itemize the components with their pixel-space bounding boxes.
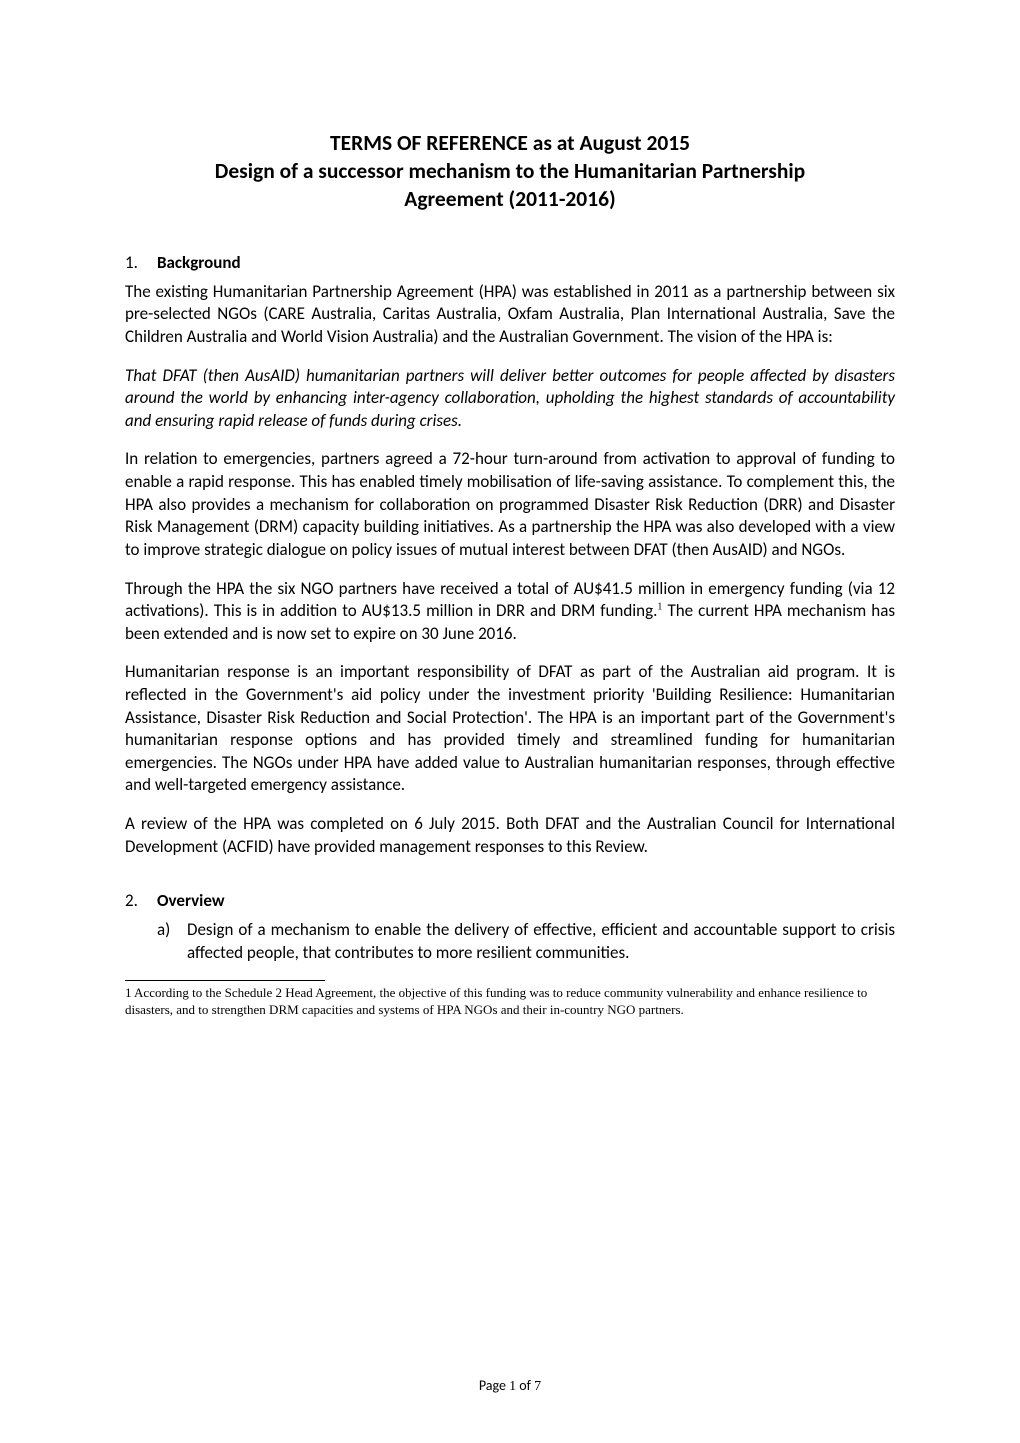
page-prefix: Page: [479, 1377, 509, 1394]
subitem-a: a) Design of a mechanism to enable the d…: [125, 919, 895, 964]
page-of: of: [516, 1377, 534, 1394]
section-1-heading: 1. Background: [125, 252, 895, 273]
section-2-heading: 2. Overview: [125, 890, 895, 911]
section-1-number: 1.: [125, 252, 157, 273]
section-2-title: Overview: [157, 890, 225, 911]
title-line-3: Agreement (2011-2016): [125, 186, 895, 214]
section-1-title: Background: [157, 252, 241, 273]
para-3: In relation to emergencies, partners agr…: [125, 448, 895, 561]
para-6: A review of the HPA was completed on 6 J…: [125, 813, 895, 858]
title-block: TERMS OF REFERENCE as at August 2015 Des…: [125, 130, 895, 214]
footnote-rule: [125, 980, 325, 981]
page-number: Page 1 of 7: [0, 1377, 1020, 1395]
para-1: The existing Humanitarian Partnership Ag…: [125, 281, 895, 349]
para-5: Humanitarian response is an important re…: [125, 661, 895, 797]
para-4: Through the HPA the six NGO partners hav…: [125, 578, 895, 646]
section-2-number: 2.: [125, 890, 157, 911]
footnote-1: 1 According to the Schedule 2 Head Agree…: [125, 985, 895, 1018]
page: TERMS OF REFERENCE as at August 2015 Des…: [0, 0, 1020, 1443]
page-total: 7: [534, 1379, 541, 1394]
title-line-1: TERMS OF REFERENCE as at August 2015: [125, 130, 895, 158]
subitem-a-letter: a): [157, 919, 187, 964]
subitem-a-text: Design of a mechanism to enable the deli…: [187, 919, 895, 964]
title-line-2: Design of a successor mechanism to the H…: [125, 158, 895, 186]
footnote-text: According to the Schedule 2 Head Agreeme…: [125, 985, 867, 1016]
para-2-vision: That DFAT (then AusAID) humanitarian par…: [125, 365, 895, 433]
